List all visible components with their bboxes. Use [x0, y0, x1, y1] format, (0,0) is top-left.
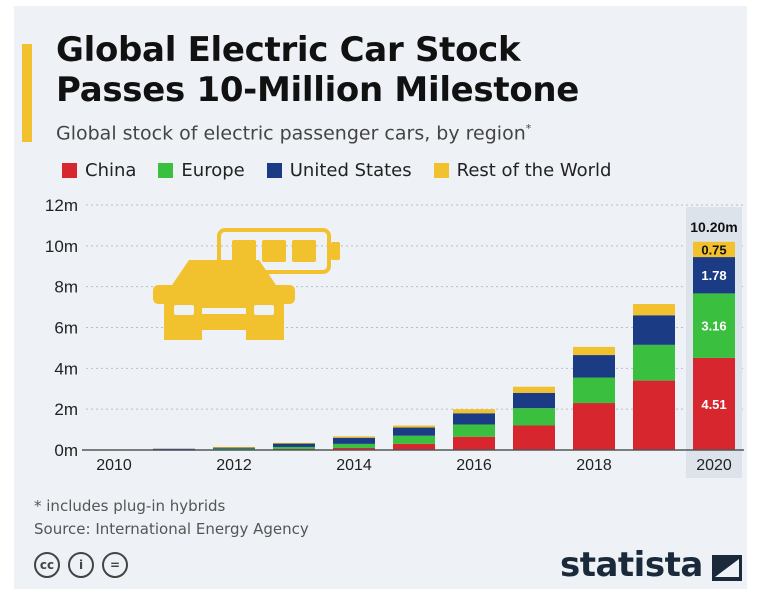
bar-europe-2016 [453, 424, 495, 437]
car-icon [153, 260, 295, 340]
cc-icon: cc [34, 552, 60, 578]
legend-item-europe: Europe [158, 160, 245, 181]
legend-item-rest-of-world: Rest of the World [433, 160, 612, 181]
bar-rest-of-the-world-2017 [513, 386, 555, 393]
bar-rest-of-the-world-2020 [693, 241, 735, 258]
x-tick-label: 2014 [336, 457, 372, 474]
bar-united-states-2019 [633, 315, 675, 345]
y-tick-label: 4m [54, 359, 78, 378]
bar-china-2016 [453, 436, 495, 450]
y-tick-label: 2m [54, 400, 78, 419]
bar-rest-of-the-world-2013 [273, 442, 315, 444]
x-tick-label: 2016 [456, 457, 492, 474]
y-tick-label: 10m [45, 237, 78, 256]
legend-label-china: China [85, 160, 137, 181]
y-tick-label: 0m [54, 441, 78, 460]
bar-china-2019 [633, 380, 675, 450]
total-label-2020: 10.20m [690, 219, 737, 235]
subtitle-text: Global stock of electric passenger cars,… [56, 122, 526, 145]
bar-europe-2018 [573, 377, 615, 404]
battery-icon [217, 228, 340, 274]
bar-europe-2014 [333, 443, 375, 448]
statista-logo-icon [712, 555, 742, 581]
legend-swatch-united-states [266, 163, 282, 178]
bar-rest-of-the-world-2018 [573, 346, 615, 356]
x-axis-ticks: 2010 2012 2014 2016 2018 2020 [96, 457, 732, 474]
legend-label-europe: Europe [181, 160, 245, 181]
y-tick-label: 12m [45, 196, 78, 215]
source-note: Source: International Energy Agency [34, 520, 309, 538]
bar-china-2018 [573, 403, 615, 450]
legend-label-united-states: United States [289, 160, 412, 181]
bar-china-2020 [693, 357, 735, 450]
equals-icon: = [102, 552, 128, 578]
footnote: * includes plug-in hybrids [34, 497, 226, 515]
bar-united-states-2017 [513, 392, 555, 409]
subtitle-footnote-mark: * [525, 122, 532, 135]
bar-label-europe: 3.16 [701, 319, 726, 334]
bar-rest-of-the-world-2015 [393, 425, 435, 428]
bar-united-states-2015 [393, 427, 435, 436]
title-line-2: Passes 10-Million Milestone [56, 70, 580, 110]
legend-swatch-rest-of-world [433, 163, 449, 178]
bar-united-states-2020 [693, 257, 735, 294]
license-icons: cc i = [34, 552, 128, 578]
bar-europe-2013 [273, 446, 315, 449]
legend-label-rest-of-world: Rest of the World [456, 160, 612, 181]
bar-europe-2015 [393, 435, 435, 444]
chart-title: Global Electric Car Stock Passes 10-Mill… [56, 30, 736, 110]
x-tick-label: 2012 [216, 457, 252, 474]
bar-europe-2019 [633, 344, 675, 381]
person-icon: i [68, 552, 94, 578]
bar-united-states-2012 [213, 447, 255, 449]
x-tick-label: 2018 [576, 457, 612, 474]
bar-rest-of-the-world-2016 [453, 409, 495, 414]
legend-item-united-states: United States [266, 160, 412, 181]
bar-united-states-2016 [453, 413, 495, 425]
x-tick-label: 2020 [696, 457, 732, 474]
bar-label-rest-of-the-world: 0.75 [701, 242, 726, 257]
bar-rest-of-the-world-2012 [213, 446, 255, 448]
y-tick-label: 8m [54, 278, 78, 297]
bar-label-united-states: 1.78 [701, 268, 726, 283]
bars [153, 241, 735, 451]
bar-europe-2020 [693, 293, 735, 358]
infographic-card [14, 6, 747, 589]
bar-united-states-2014 [333, 437, 375, 444]
bar-united-states-2013 [273, 443, 315, 447]
y-axis-ticks: 0m 2m 4m 6m 8m 10m 12m [45, 196, 78, 460]
x-tick-label: 2010 [96, 457, 132, 474]
bar-china-2015 [393, 443, 435, 450]
bar-rest-of-the-world-2014 [333, 436, 375, 438]
bar-china-2014 [333, 447, 375, 450]
y-tick-label: 6m [54, 319, 78, 338]
bar-china-2017 [513, 425, 555, 450]
bar-label-china: 4.51 [701, 397, 726, 412]
bar-europe-2012 [213, 448, 255, 450]
title-line-1: Global Electric Car Stock [56, 30, 521, 70]
legend-swatch-china [62, 163, 77, 178]
bar-united-states-2018 [573, 355, 615, 378]
legend-swatch-europe [158, 163, 174, 178]
chart-subtitle: Global stock of electric passenger cars,… [56, 122, 531, 144]
bar-rest-of-the-world-2019 [633, 304, 675, 316]
title-accent-bar [22, 44, 32, 142]
car-battery-illustration [153, 228, 340, 340]
bar-united-states-2011 [153, 448, 195, 450]
bar-europe-2017 [513, 408, 555, 426]
legend: China Europe United States Rest of the W… [62, 160, 611, 181]
statista-logo-text: statista [560, 545, 703, 585]
legend-item-china: China [62, 160, 136, 181]
bar-value-labels: 4.51 3.16 1.78 0.75 [701, 242, 726, 412]
